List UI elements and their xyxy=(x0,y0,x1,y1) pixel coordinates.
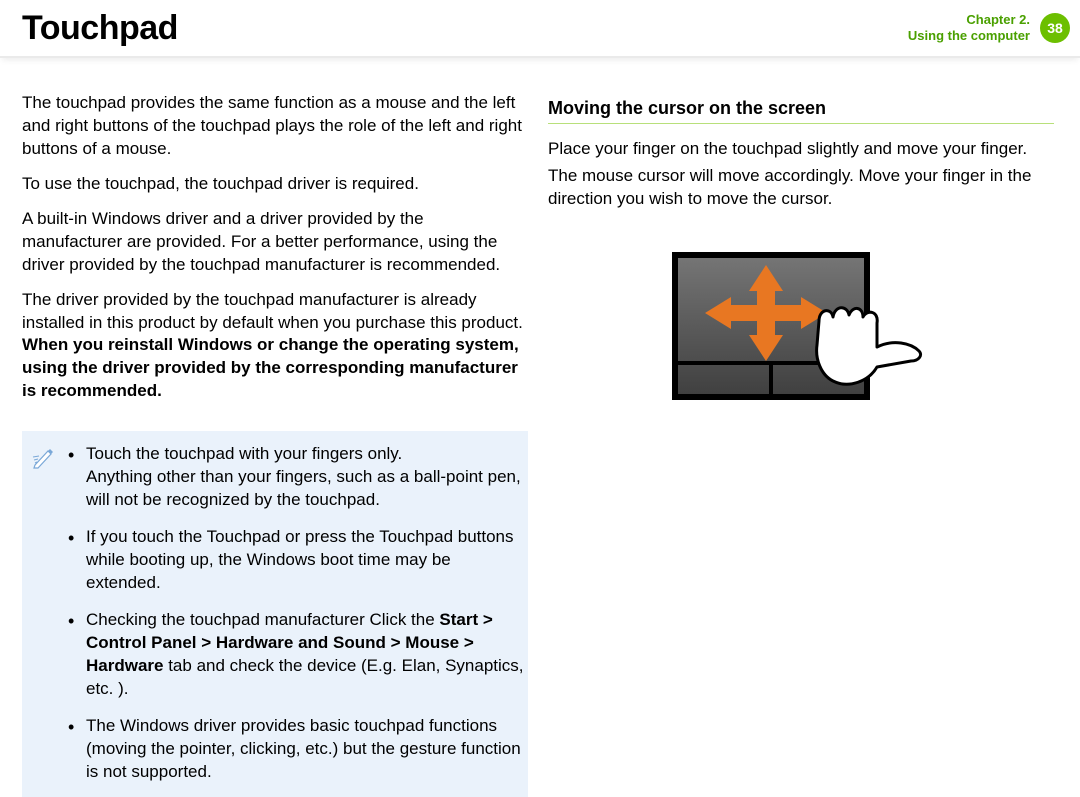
chapter-line-1: Chapter 2. xyxy=(908,12,1030,28)
list-item: Touch the touchpad with your ﬁngers only… xyxy=(68,443,524,512)
page-header: Touchpad Chapter 2. Using the computer 3… xyxy=(0,0,1080,58)
paragraph: The mouse cursor will move accordingly. … xyxy=(548,165,1054,211)
note-list: Touch the touchpad with your ﬁngers only… xyxy=(68,443,524,783)
page-body: The touchpad provides the same function … xyxy=(0,58,1080,797)
list-item: Checking the touchpad manufacturer Click… xyxy=(68,609,524,701)
left-column: The touchpad provides the same function … xyxy=(22,92,528,797)
touchpad-svg xyxy=(671,251,931,401)
page-number-badge: 38 xyxy=(1040,13,1070,43)
text-run: The Windows driver provides basic touchp… xyxy=(86,716,521,781)
touchpad-illustration xyxy=(548,251,1054,401)
chapter-label: Chapter 2. Using the computer xyxy=(908,12,1030,45)
text-run-bold: When you reinstall Windows or change the… xyxy=(22,335,519,400)
text-run: Touch the touchpad with your ﬁngers only… xyxy=(86,444,521,509)
text-run: The driver provided by the touchpad manu… xyxy=(22,290,523,332)
paragraph: The driver provided by the touchpad manu… xyxy=(22,289,528,404)
header-right: Chapter 2. Using the computer 38 xyxy=(908,12,1080,45)
right-column: Moving the cursor on the screen Place yo… xyxy=(548,92,1054,797)
paragraph: The touchpad provides the same function … xyxy=(22,92,528,161)
note-box: Touch the touchpad with your ﬁngers only… xyxy=(22,431,528,797)
paragraph: To use the touchpad, the touchpad driver… xyxy=(22,173,528,196)
list-item: If you touch the Touchpad or press the T… xyxy=(68,526,524,595)
text-run: If you touch the Touchpad or press the T… xyxy=(86,527,514,592)
chapter-line-2: Using the computer xyxy=(908,28,1030,44)
hand-icon xyxy=(817,308,921,384)
note-icon xyxy=(32,443,58,783)
paragraph: A built-in Windows driver and a driver p… xyxy=(22,208,528,277)
text-run: Checking the touchpad manufacturer Click… xyxy=(86,610,439,629)
page-title: Touchpad xyxy=(22,9,178,48)
section-heading: Moving the cursor on the screen xyxy=(548,98,1054,124)
paragraph: Place your ﬁnger on the touchpad slightl… xyxy=(548,138,1054,161)
page: Touchpad Chapter 2. Using the computer 3… xyxy=(0,0,1080,766)
list-item: The Windows driver provides basic touchp… xyxy=(68,715,524,784)
